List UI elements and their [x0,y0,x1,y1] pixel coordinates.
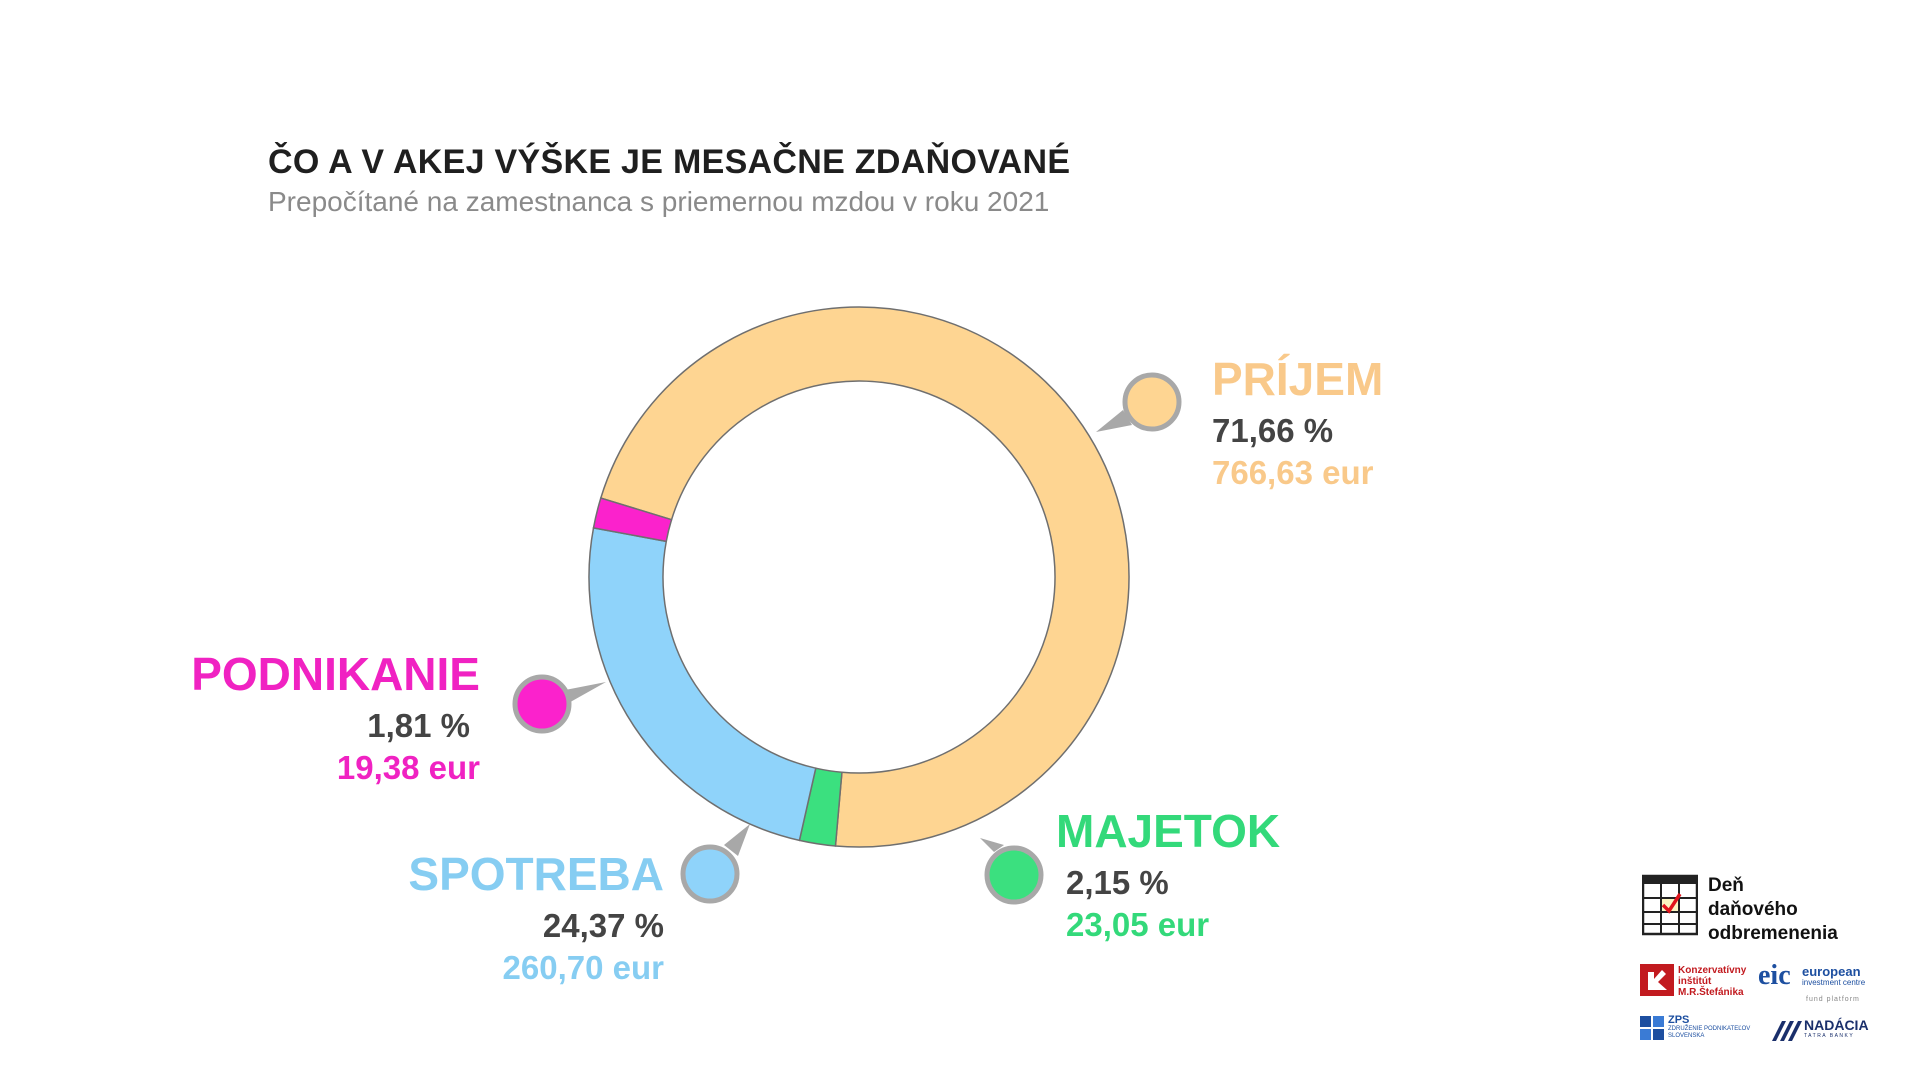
label-prijem: PRÍJEM 71,66 % 766,63 eur [1212,352,1383,492]
zps-sub-1: ZDRUŽENIE PODNIKATEĽOV [1668,1026,1751,1032]
callout-tail-príjem [1096,410,1132,432]
label-prijem-pct: 71,66 % [1212,412,1334,449]
label-spotreba-eur: 260,70 eur [502,949,664,986]
zps-logo-text: ZPS ZDRUŽENIE PODNIKATEĽOV SLOVENSKA [1668,1015,1750,1040]
nadacia-logo-icon [1772,1021,1802,1041]
zps-name: ZPS [1668,1014,1690,1026]
calendar-check-icon [1642,874,1698,936]
label-prijem-name: PRÍJEM [1212,353,1384,405]
eic-logo-text: european investment centre [1802,964,1866,988]
slice-podnikanie [592,497,673,543]
label-majetok: MAJETOK 2,15 % 23,05 eur [1056,804,1280,944]
eic-line-2: investment centre [1802,978,1866,987]
kimrs-logo-icon [1640,964,1674,996]
chart-subtitle: Prepočítané na zamestnanca s priemernou … [268,186,1050,217]
slice-príjem [599,306,1130,848]
sponsor-logos: Deň daňového odbremenenia Konzervatívny … [1636,872,1896,1052]
label-prijem-eur: 766,63 eur [1212,454,1374,491]
label-podnikanie: PODNIKANIE 1,81 % 19,38 eur [180,647,480,787]
ddo-logo-text: Deň daňového odbremenenia [1708,874,1838,946]
nadacia-logo-text: NADÁCIA TATRA BANKY [1804,1017,1869,1042]
zps-sub-2: SLOVENSKA [1668,1033,1705,1039]
kimrs-logo-text: Konzervatívny inštitút M.R.Štefánika [1678,965,1746,998]
callout-marker-podnikanie [512,674,572,734]
label-majetok-eur: 23,05 eur [1066,906,1210,943]
ddo-line-1: Deň [1708,875,1744,896]
kimrs-line-1: Konzervatívny [1678,965,1747,976]
ddo-line-2: daňového [1708,899,1798,920]
callout-marker-spotreba [680,844,740,904]
label-spotreba: SPOTREBA 24,37 % 260,70 eur [400,847,664,987]
ddo-line-3: odbremenenia [1708,923,1838,944]
zps-logo-icon [1640,1016,1664,1040]
label-podnikanie-eur: 19,38 eur [336,749,480,786]
kimrs-line-3: M.R.Štefánika [1678,987,1744,998]
label-spotreba-pct: 24,37 % [542,907,664,944]
label-podnikanie-name: PODNIKANIE [191,648,480,700]
callout-tail-podnikanie [560,682,606,705]
eic-logo-mark: eic [1758,960,1791,991]
label-spotreba-name: SPOTREBA [408,848,664,900]
eic-sub: fund platform [1806,996,1860,1003]
callout-tail-spotreba [724,824,750,856]
nadacia-name: NADÁCIA [1804,1017,1869,1033]
callout-marker-majetok [984,845,1044,905]
nadacia-sub: TATRA BANKY [1804,1033,1855,1039]
label-podnikanie-pct: 1,81 % [367,707,470,744]
callout-marker-príjem [1122,372,1182,432]
label-majetok-name: MAJETOK [1056,805,1281,857]
chart-title: ČO A V AKEJ VÝŠKE JE MESAČNE ZDAŇOVANÉ [268,143,1071,181]
callout-tail-majetok [980,838,1004,852]
kimrs-line-2: inštitút [1678,976,1712,987]
eic-line-1: european [1802,964,1861,979]
label-majetok-pct: 2,15 % [1066,864,1169,901]
slice-spotreba [588,526,817,842]
